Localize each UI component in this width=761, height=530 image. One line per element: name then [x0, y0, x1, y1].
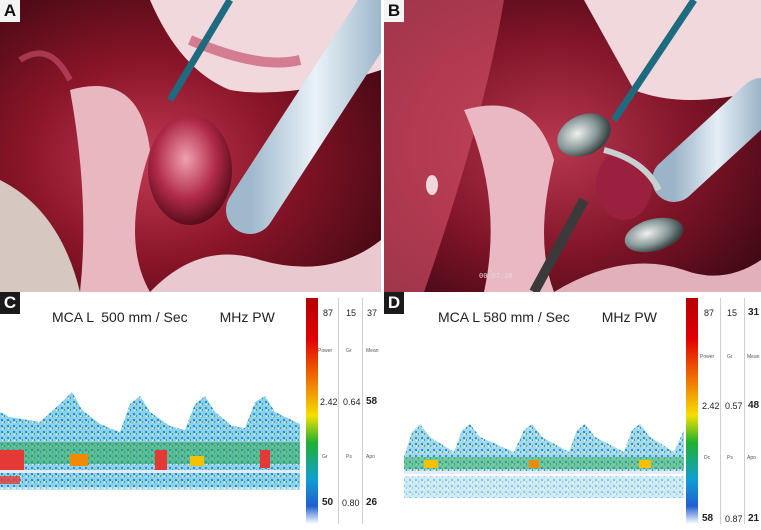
scale-label: Gr — [727, 354, 733, 360]
surgical-photo-a — [0, 0, 381, 292]
scale-value: 48 — [748, 400, 760, 411]
scale-label: Power — [700, 354, 715, 360]
scale-label: Gr — [322, 454, 328, 460]
scale-label: Apo — [747, 455, 756, 461]
scale-label: Mean — [366, 348, 379, 354]
panel-label-a: A — [0, 0, 20, 22]
scale-value: 31 — [748, 307, 760, 318]
scale-value: 15 — [346, 308, 357, 318]
panel-d: D MCA L 580 mm / Sec MHz PW 87 15 31 Powe… — [384, 292, 761, 530]
scale-value: 26 — [366, 497, 378, 508]
scale-divider — [720, 298, 721, 524]
scale-value: 87 — [704, 308, 715, 318]
panel-a: A — [0, 0, 381, 292]
scale-value: 2.42 — [702, 401, 720, 411]
doppler-header: MCA L 500 mm / Sec MHz PW — [52, 309, 275, 325]
scale-value: 50 — [322, 497, 334, 508]
scale-value: 0.80 — [342, 498, 360, 508]
doppler-unit: MHz PW — [219, 309, 275, 325]
scale-value: 87 — [323, 308, 334, 318]
scale-value: 37 — [367, 308, 378, 318]
panel-b: B 00:07:28 — [384, 0, 761, 292]
scale-label: Ps — [346, 454, 352, 460]
scale-label: Apo — [366, 454, 375, 460]
doppler-unit: MHz PW — [601, 309, 657, 325]
scale-label: Gr — [346, 348, 352, 354]
doppler-header-text: MCA L 500 mm / Sec — [52, 309, 188, 325]
panel-label-d: D — [384, 292, 404, 314]
doppler-waveform-d — [404, 424, 684, 498]
scale-label: Ps — [727, 455, 733, 461]
scale-value: 0.87 — [725, 514, 743, 524]
scale-label: Power — [318, 348, 333, 354]
panel-label-b: B — [384, 0, 404, 22]
panel-label-c: C — [0, 292, 20, 314]
doppler-header-text: MCA L 580 mm / Sec — [438, 309, 570, 325]
doppler-waveform-c — [0, 392, 300, 490]
color-scale-bar — [686, 298, 698, 524]
scale-value: 0.64 — [343, 397, 361, 407]
surgical-photo-b — [384, 0, 761, 292]
scale-divider — [744, 298, 745, 524]
scale-value: 58 — [366, 396, 378, 407]
color-scale-bar — [306, 298, 318, 524]
scale-value: 15 — [727, 308, 738, 318]
scale-value: 0.57 — [725, 401, 743, 411]
doppler-header: MCA L 580 mm / Sec MHz PW — [438, 309, 657, 325]
video-timestamp: 00:07:28 — [479, 272, 513, 280]
scale-label: Mean — [747, 354, 760, 360]
scale-value: 58 — [702, 513, 714, 524]
scale-divider — [362, 298, 363, 524]
scale-value: 2.42 — [320, 397, 338, 407]
panel-c: C MCA L 500 mm / Sec MHz PW 87 15 37 Powe… — [0, 292, 381, 530]
scale-label: Dc — [704, 455, 711, 461]
scale-divider — [338, 298, 339, 524]
scale-value: 21 — [748, 513, 760, 524]
